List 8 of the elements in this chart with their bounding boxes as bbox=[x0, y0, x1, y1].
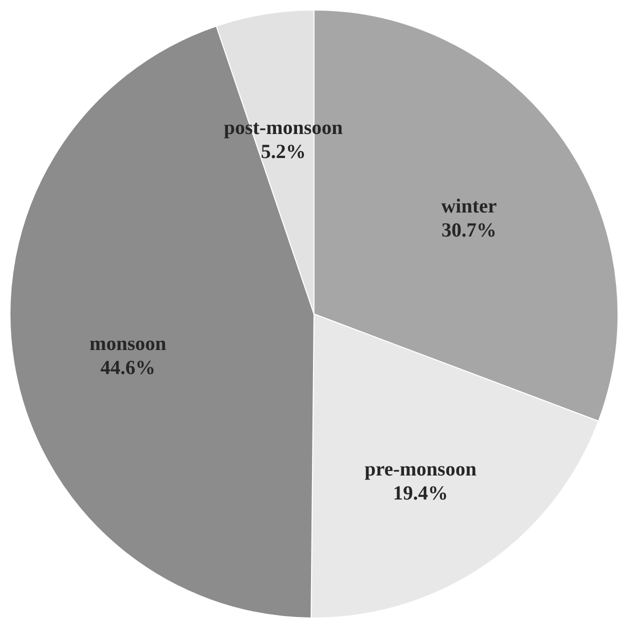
data-label: 44.6% bbox=[100, 356, 156, 379]
data-label: 5.2% bbox=[260, 141, 306, 164]
data-label: 30.7% bbox=[441, 220, 496, 242]
data-label: 19.4% bbox=[393, 482, 448, 504]
slice-label: winter bbox=[441, 196, 497, 218]
slice-label: post-monsoon bbox=[224, 117, 343, 140]
slice-label: monsoon bbox=[90, 332, 166, 355]
slice-label: pre-monsoon bbox=[364, 458, 476, 480]
